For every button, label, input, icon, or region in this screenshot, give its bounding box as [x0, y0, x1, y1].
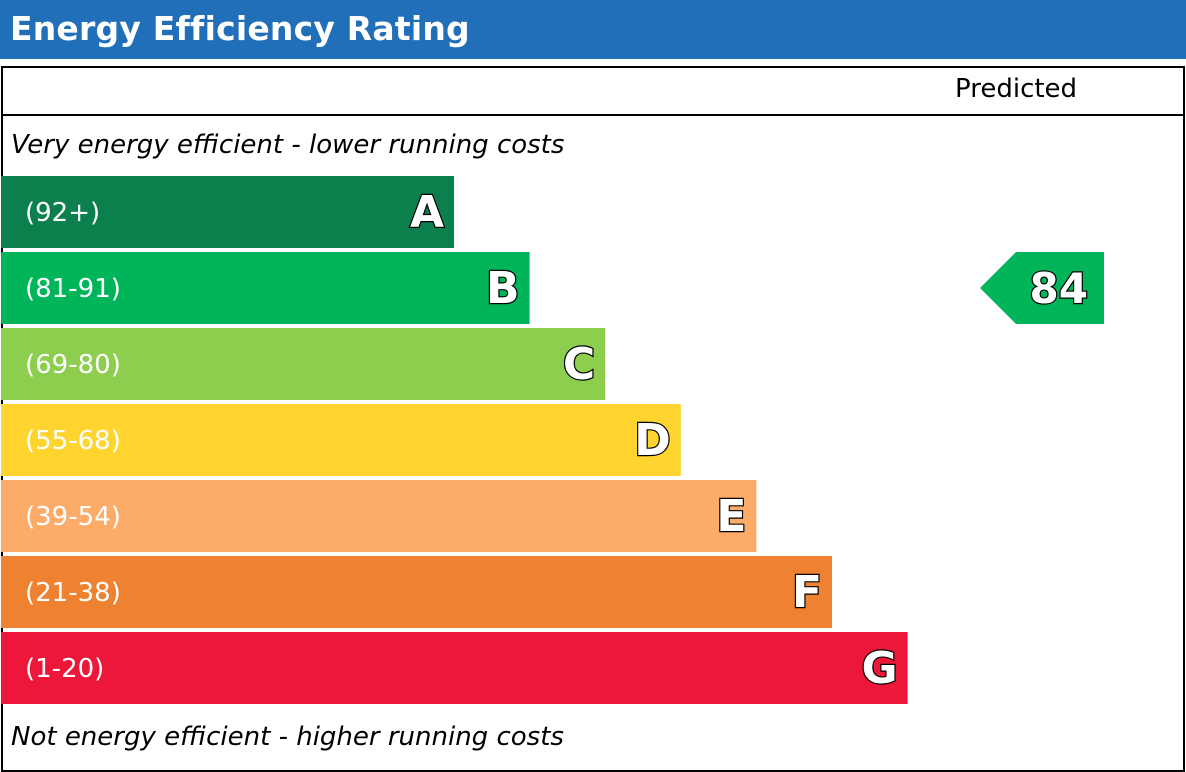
predicted-column-label: Predicted [955, 74, 1078, 104]
predicted-value: 84 [1030, 264, 1088, 313]
band-c-letter: C [563, 339, 595, 390]
band-g-bar [1, 632, 908, 704]
bottom-caption: Not energy efficient - higher running co… [11, 722, 564, 752]
band-b-range: (81-91) [25, 274, 121, 304]
header-bar: Energy Efficiency Rating [0, 0, 1186, 59]
band-g-range: (1-20) [25, 654, 104, 684]
band-c-bar [1, 328, 606, 400]
band-f-range: (21-38) [25, 578, 121, 608]
band-e-letter: E [716, 491, 746, 542]
band-a-bar [1, 176, 454, 248]
band-e-range: (39-54) [25, 502, 121, 532]
predicted-arrow [980, 252, 1104, 324]
band-a-letter: A [410, 187, 444, 238]
band-f-letter: F [792, 567, 822, 618]
header-divider [1, 114, 1183, 116]
band-c-range: (69-80) [25, 350, 121, 380]
band-e-bar [1, 480, 757, 552]
band-d-range: (55-68) [25, 426, 121, 456]
band-g-letter: G [861, 643, 897, 694]
page-title: Energy Efficiency Rating [10, 9, 470, 48]
band-b-bar [1, 252, 530, 324]
band-b-letter: B [486, 263, 520, 314]
band-d-letter: D [634, 415, 671, 466]
band-f-bar [1, 556, 832, 628]
band-a-range: (92+) [25, 198, 100, 228]
top-caption: Very energy efficient - lower running co… [11, 130, 565, 160]
band-d-bar [1, 404, 681, 476]
